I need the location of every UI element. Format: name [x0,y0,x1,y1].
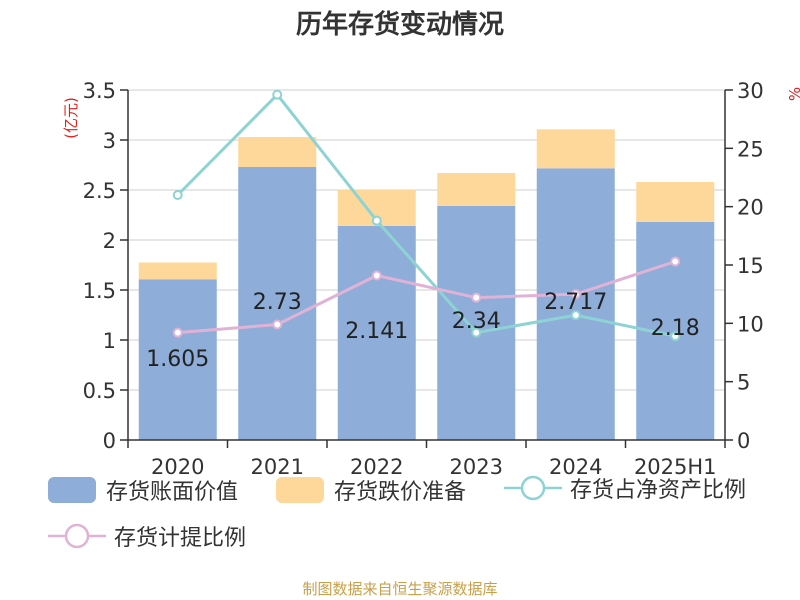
legend-swatch-impairment [276,477,324,503]
legend-item-provision-ratio[interactable]: 存货计提比例 [48,520,246,552]
bar-impairment [536,129,615,169]
left-axis-label: (亿元) [62,97,80,139]
legend-label-book-value: 存货账面价值 [106,480,239,505]
x-tick-label: 2023 [450,455,503,479]
point-net-asset-ratio [570,310,581,321]
x-tick-label: 2024 [549,455,602,479]
right-tick-label: 10 [737,312,764,336]
bar-book-value [138,279,217,440]
data-label-book-value: 2.34 [452,309,501,334]
data-label-book-value: 2.73 [253,290,302,315]
point-net-asset-ratio [172,190,183,200]
data-label-book-value: 1.605 [146,347,209,372]
data-label-book-value: 2.717 [544,290,607,315]
legend-swatch-book-value [48,477,96,503]
bar-impairment [636,182,715,222]
bar-impairment [138,262,217,280]
point-provision-ratio [172,327,183,338]
left-tick-label: 1 [103,329,116,353]
legend-item-impairment[interactable]: 存货跌价准备 [276,474,466,506]
data-label-book-value: 2.18 [651,316,700,341]
x-tick-label: 2025H1 [634,455,717,479]
legend-swatch-net-asset-ratio [504,475,562,501]
line-net-asset-ratio [176,92,676,338]
left-tick-label: 2 [103,229,116,253]
chart-title: 历年存货变动情况 [295,10,504,40]
legend-swatch-provision-ratio [48,523,106,549]
bar-impairment [437,173,516,206]
legend-label-impairment: 存货跌价准备 [334,480,467,505]
right-tick-label: 0 [737,429,750,453]
point-provision-ratio [570,289,581,300]
left-tick-label: 0 [103,429,116,453]
point-provision-ratio [272,319,283,330]
point-net-asset-ratio [670,331,681,342]
right-tick-label: 5 [737,371,750,395]
x-tick-label: 2021 [251,455,304,479]
x-tick-label: 2020 [151,455,204,479]
left-tick-label: 3.5 [83,79,116,103]
line-provision-ratio [177,260,676,335]
right-tick-label: 20 [737,196,764,220]
point-provision-ratio [670,256,681,267]
left-tick-label: 1.5 [83,279,116,303]
bar-book-value [238,167,317,440]
bar-book-value [536,168,615,441]
bar-book-value [437,206,516,440]
bar-impairment [238,137,317,167]
x-tick-label: 2022 [350,455,403,479]
point-net-asset-ratio [272,89,283,100]
point-net-asset-ratio [471,327,482,338]
right-axis-label: % [786,87,800,101]
legend-item-book-value[interactable]: 存货账面价值 [48,474,238,506]
legend-label-provision-ratio: 存货计提比例 [114,526,247,551]
source-note: 制图数据来自恒生聚源数据库 [302,580,498,598]
data-label-book-value: 2.141 [345,319,408,344]
point-provision-ratio [471,292,482,303]
left-tick-label: 3 [103,129,116,153]
right-tick-label: 15 [737,254,764,278]
legend-label-net-asset-ratio: 存货占净资产比例 [570,478,747,503]
left-tick-label: 0.5 [83,379,116,403]
point-provision-ratio [371,270,382,281]
right-tick-label: 25 [737,137,764,161]
legend-item-net-asset-ratio[interactable]: 存货占净资产比例 [504,472,746,504]
point-net-asset-ratio [371,215,382,226]
right-tick-label: 30 [737,79,764,103]
left-tick-label: 2.5 [83,179,116,203]
bar-book-value [337,225,416,440]
